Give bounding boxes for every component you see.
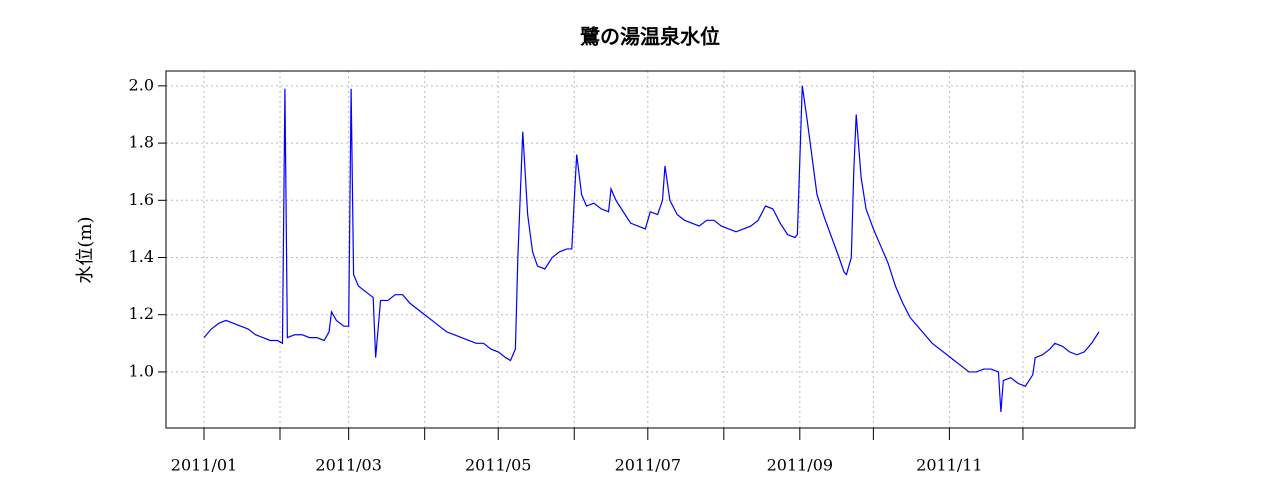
x-tick-label: 2011/09 xyxy=(767,456,833,475)
y-tick-label: 2.0 xyxy=(129,75,154,94)
x-tick-label: 2011/03 xyxy=(315,456,381,475)
chart-title: 鷺の湯温泉水位 xyxy=(580,25,720,49)
y-tick-label: 1.2 xyxy=(129,304,154,323)
x-tick-label: 2011/11 xyxy=(916,456,982,475)
data-line xyxy=(203,85,1100,413)
y-tick-label: 1.4 xyxy=(129,247,154,266)
y-tick-label: 1.6 xyxy=(129,190,154,209)
x-tick-label: 2011/07 xyxy=(615,456,681,475)
y-tick-label: 1.8 xyxy=(129,133,154,152)
x-tick-label: 2011/05 xyxy=(465,456,531,475)
y-tick-label: 1.0 xyxy=(129,361,154,380)
plot-frame xyxy=(165,70,1136,429)
y-axis-label: 水位(m) xyxy=(75,216,96,283)
x-tick-label: 2011/01 xyxy=(171,456,237,475)
